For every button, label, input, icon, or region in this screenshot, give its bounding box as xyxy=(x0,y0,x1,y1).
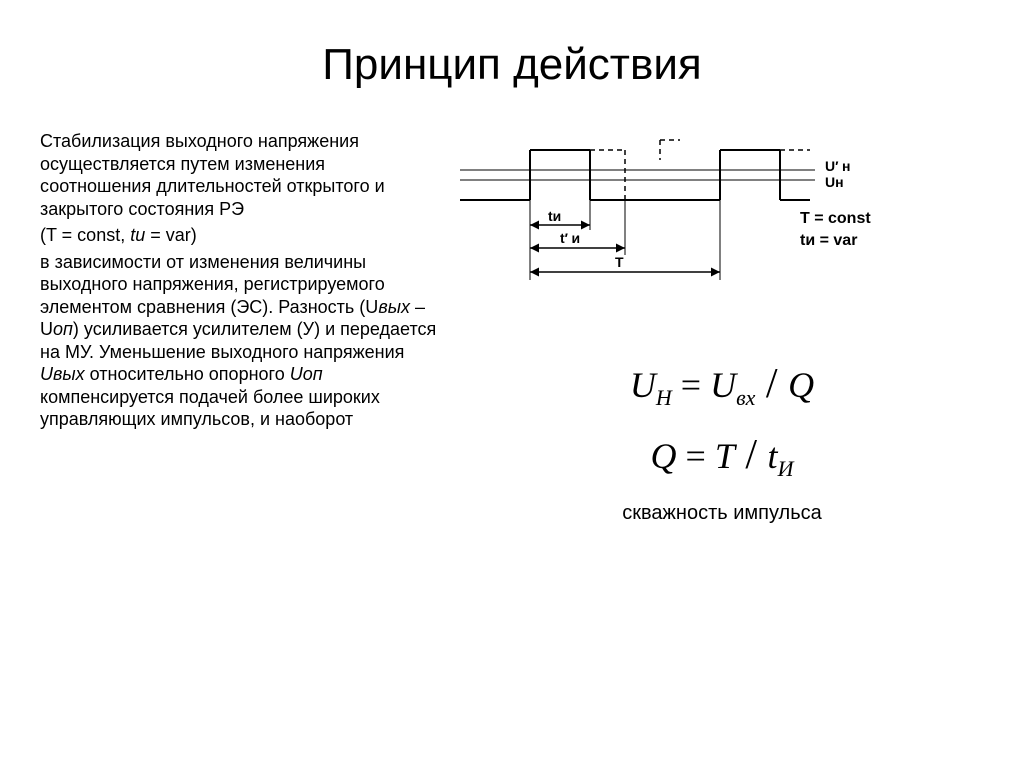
formula-q: Q = T / tИ xyxy=(460,431,984,482)
formulas: UH = Uвх / Q Q = T / tИ скважность импул… xyxy=(460,360,984,525)
f2-eq: = xyxy=(677,436,715,476)
eq-T-const: T = const xyxy=(800,210,871,228)
paragraph-2: (T = const, tu = var) xyxy=(40,224,440,247)
f1-Uin: U xyxy=(710,365,736,405)
p2-post: = var) xyxy=(145,225,197,245)
f1-H: H xyxy=(656,385,672,410)
p2-pre: (T = const, xyxy=(40,225,130,245)
eq-ti-var: tи = var xyxy=(800,232,857,250)
f2-I: И xyxy=(778,456,794,481)
f1-U: U xyxy=(630,365,656,405)
label-T: T xyxy=(615,254,624,270)
label-uh-prime: U′ н xyxy=(825,158,850,174)
page-title: Принцип действия xyxy=(40,40,984,90)
paragraph-3: в зависимости от изменения величины выхо… xyxy=(40,251,440,431)
pulse-svg xyxy=(460,130,820,300)
content-row: Стабилизация выходного напряжения осущес… xyxy=(40,130,984,525)
p3f: Uвых xyxy=(40,364,85,384)
f1-eq: = xyxy=(672,365,710,405)
f2-T: T xyxy=(715,436,735,476)
f1-Q: Q xyxy=(788,365,814,405)
f1-inx: вх xyxy=(736,385,755,410)
text-column: Стабилизация выходного напряжения осущес… xyxy=(40,130,440,525)
label-ti-prime: t′ и xyxy=(560,230,580,246)
paragraph-1: Стабилизация выходного напряжения осущес… xyxy=(40,130,440,220)
p3h: Uоп xyxy=(290,364,323,384)
p3e: ) усиливается усилителем (У) и передаетс… xyxy=(40,319,436,362)
figure-column: tи t′ и T U′ н Uн T = const tи = var UH … xyxy=(460,130,984,525)
formula-caption: скважность импульса xyxy=(460,502,984,525)
f2-slash: / xyxy=(735,432,768,478)
p3g: относительно опорного xyxy=(85,364,290,384)
p3d: оп xyxy=(53,319,73,339)
p3i: компенсируется подачей более широких упр… xyxy=(40,387,380,430)
p2-tu: tu xyxy=(130,225,145,245)
p3b: вых xyxy=(378,297,410,317)
timing-diagram: tи t′ и T U′ н Uн T = const tи = var xyxy=(460,130,900,320)
formula-uh: UH = Uвх / Q xyxy=(460,360,984,411)
f2-t: t xyxy=(768,436,778,476)
label-ti: tи xyxy=(548,208,561,224)
label-uh: Uн xyxy=(825,174,844,190)
f1-slash: / xyxy=(755,361,788,407)
p3a: в зависимости от изменения величины выхо… xyxy=(40,252,385,317)
f2-Q: Q xyxy=(651,436,677,476)
